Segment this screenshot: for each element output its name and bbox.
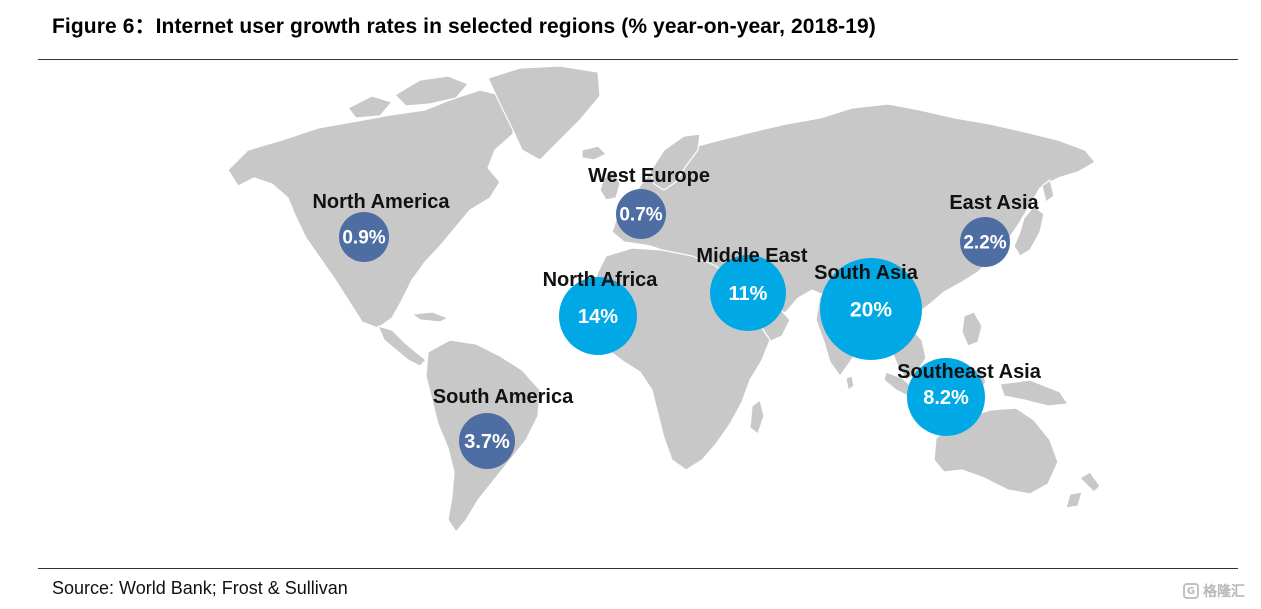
land-madagascar	[749, 399, 765, 435]
bubble-east-asia	[960, 217, 1010, 267]
region-label-north-africa: North Africa	[543, 269, 659, 291]
region-label-southeast-asia: Southeast Asia	[897, 361, 1042, 383]
land-central-america	[377, 325, 427, 367]
world-map: 0.9% 0.7% 2.2% 11% 14% 20% 8.2% 3.7% North Amer…	[0, 60, 1261, 568]
bubble-value-north-america: 0.9%	[342, 228, 385, 249]
land-new-guinea	[999, 379, 1069, 407]
region-bubbles: 0.9% 0.7% 2.2% 11% 14% 20% 8.2% 3.7%	[339, 189, 1010, 469]
land-scandinavia	[649, 133, 701, 191]
bubble-value-south-america: 3.7%	[464, 431, 510, 453]
bubble-south-asia	[820, 258, 922, 360]
bubble-value-east-asia: 2.2%	[963, 233, 1006, 254]
land-masses	[227, 65, 1101, 533]
bottom-divider	[38, 568, 1238, 569]
region-label-north-america: North America	[312, 191, 450, 213]
top-divider	[38, 59, 1238, 60]
land-new-zealand-south	[1065, 491, 1083, 509]
bubble-value-southeast-asia: 8.2%	[923, 387, 969, 409]
bubble-north-africa	[559, 277, 637, 355]
region-labels: North America West Europe East Asia Middle …	[312, 165, 1041, 408]
land-arctic-islands	[394, 75, 469, 107]
region-label-east-asia: East Asia	[949, 192, 1039, 214]
land-arctic-islands-2	[347, 95, 393, 119]
bubble-value-south-asia: 20%	[850, 298, 892, 321]
land-british-isles	[599, 171, 621, 201]
land-north-america	[227, 89, 521, 329]
bubble-middle-east	[710, 255, 786, 331]
bubble-west-europe	[616, 189, 666, 239]
source-note: Source: World Bank; Frost & Sullivan	[52, 578, 348, 598]
land-caribbean	[411, 311, 449, 323]
watermark: G 格隆汇	[1183, 581, 1245, 601]
land-sakhalin	[1041, 179, 1055, 203]
land-japan	[1013, 205, 1045, 257]
bubble-value-north-africa: 14%	[578, 306, 618, 328]
region-label-west-europe: West Europe	[588, 165, 710, 187]
watermark-logo-icon: G	[1183, 583, 1199, 599]
bubble-south-america	[459, 413, 515, 469]
land-sri-lanka	[845, 375, 855, 391]
land-new-zealand	[1079, 471, 1101, 493]
land-iceland	[581, 145, 607, 161]
figure-title: Figure 6：Internet user growth rates in s…	[52, 15, 876, 38]
region-label-south-asia: South Asia	[814, 262, 919, 284]
watermark-text: 格隆汇	[1203, 584, 1245, 600]
land-philippines	[961, 311, 983, 347]
bubble-southeast-asia	[907, 358, 985, 436]
bubble-value-middle-east: 11%	[729, 283, 768, 305]
region-label-middle-east: Middle East	[696, 245, 807, 267]
region-label-south-america: South America	[433, 386, 574, 408]
land-greenland	[487, 65, 601, 161]
bubble-value-west-europe: 0.7%	[619, 205, 662, 226]
bubble-north-america	[339, 212, 389, 262]
